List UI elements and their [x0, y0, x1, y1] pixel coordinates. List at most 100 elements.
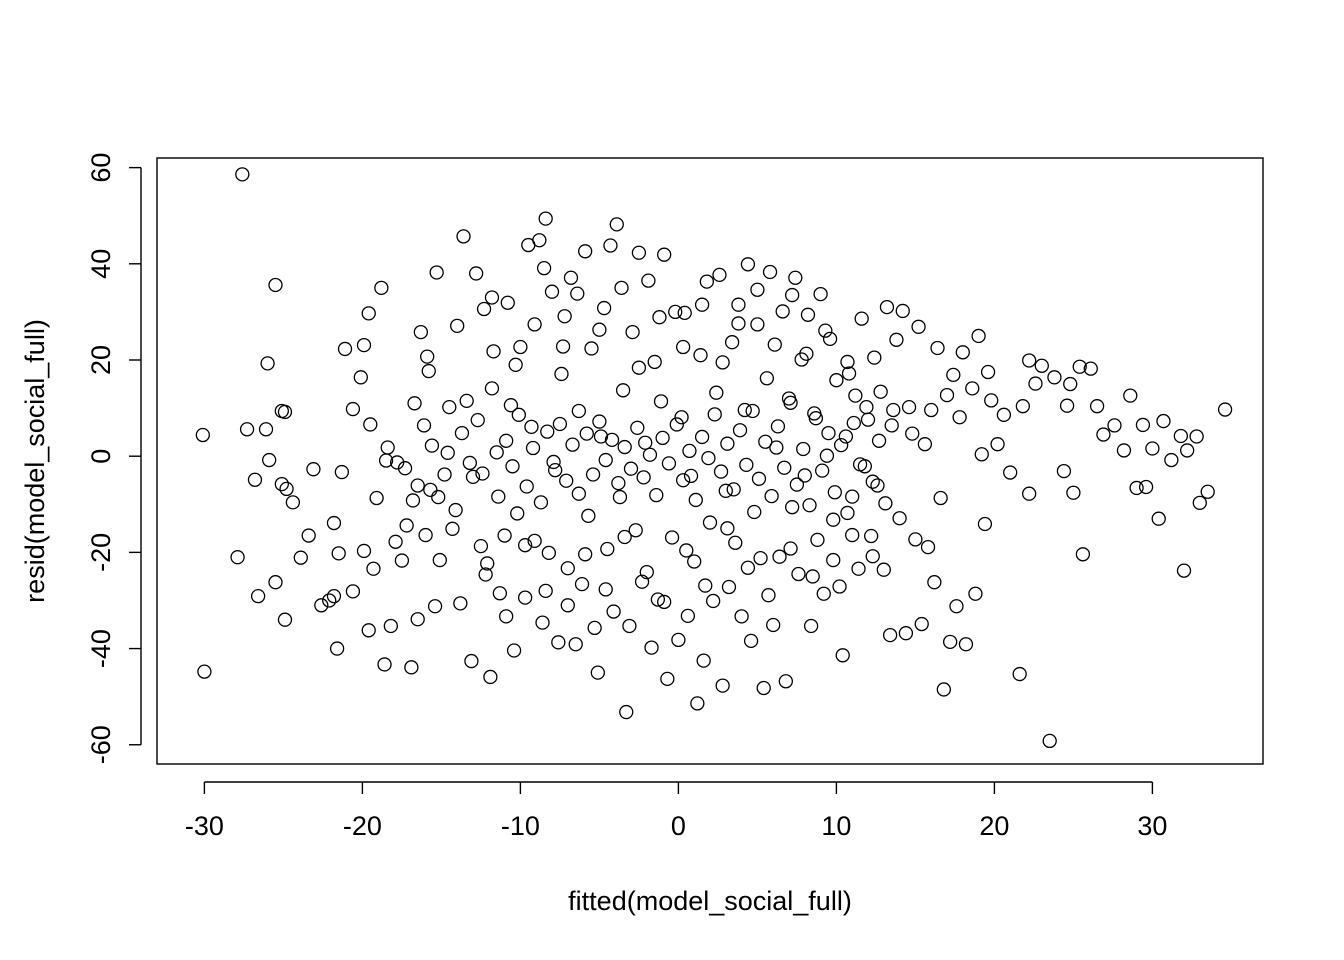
data-point	[924, 402, 939, 418]
data-point	[652, 310, 667, 325]
data-point	[405, 493, 421, 508]
data-point	[943, 634, 958, 649]
data-point	[1217, 402, 1233, 417]
data-point	[568, 637, 583, 652]
data-point	[674, 410, 689, 425]
y-tick-label: -40	[86, 629, 116, 668]
data-point	[525, 440, 541, 456]
data-point	[239, 422, 255, 437]
data-point	[750, 317, 765, 332]
data-point	[638, 435, 653, 450]
data-point	[592, 322, 607, 337]
data-point	[777, 460, 792, 475]
data-point	[1164, 452, 1179, 468]
data-point	[864, 528, 879, 544]
data-point	[1156, 413, 1171, 429]
data-point	[394, 553, 410, 568]
data-point	[766, 617, 781, 633]
data-point	[374, 280, 389, 296]
data-point	[813, 286, 828, 302]
data-point	[500, 295, 515, 310]
data-point	[475, 466, 490, 481]
data-point	[682, 443, 697, 459]
data-point	[574, 576, 590, 592]
data-point	[560, 561, 575, 576]
data-point	[399, 518, 414, 533]
data-point	[687, 554, 702, 569]
data-point	[326, 589, 342, 604]
data-point	[538, 583, 553, 599]
data-point	[669, 417, 684, 432]
data-point	[876, 562, 891, 577]
data-point	[653, 394, 669, 409]
data-point	[1015, 399, 1030, 414]
data-point	[657, 247, 672, 262]
data-point	[698, 578, 713, 593]
data-point	[517, 538, 533, 553]
data-point	[578, 547, 593, 562]
data-point	[649, 487, 664, 503]
data-point	[604, 432, 620, 447]
data-point	[470, 412, 485, 428]
data-point	[955, 345, 970, 360]
data-point	[712, 267, 727, 283]
data-point	[606, 604, 621, 619]
data-point	[747, 504, 762, 520]
data-point	[634, 574, 650, 589]
data-point	[250, 589, 266, 604]
data-point	[702, 515, 718, 530]
data-point	[404, 660, 419, 675]
data-point	[584, 341, 599, 356]
data-point	[693, 348, 708, 363]
data-point	[1012, 666, 1027, 682]
data-point	[939, 387, 955, 403]
data-point	[611, 475, 626, 491]
data-point	[1022, 353, 1037, 368]
data-point	[767, 337, 782, 352]
data-point	[867, 350, 882, 365]
data-point	[889, 332, 904, 347]
data-point	[1042, 733, 1057, 749]
data-point	[675, 339, 691, 355]
data-point	[715, 355, 730, 370]
data-point	[845, 489, 860, 504]
data-point	[464, 653, 479, 669]
data-point	[277, 612, 293, 627]
data-point	[484, 381, 500, 396]
data-point	[410, 478, 425, 493]
data-point	[882, 627, 898, 643]
data-point	[431, 489, 446, 505]
data-point	[745, 403, 760, 419]
data-point	[713, 464, 729, 479]
data-point	[331, 546, 346, 561]
data-point	[1129, 480, 1144, 496]
data-point	[791, 566, 806, 582]
data-point	[770, 419, 786, 434]
data-point	[778, 674, 793, 689]
data-point	[1083, 361, 1098, 376]
data-point	[728, 535, 743, 550]
data-point	[536, 260, 552, 276]
data-point	[805, 569, 820, 584]
data-point	[473, 538, 489, 554]
data-point	[642, 447, 658, 462]
data-point	[664, 530, 680, 545]
data-point	[538, 211, 553, 226]
data-point	[789, 477, 805, 492]
data-point	[740, 560, 756, 575]
data-point	[540, 424, 555, 439]
data-point	[631, 245, 647, 260]
data-point	[802, 498, 817, 513]
data-point	[895, 303, 910, 319]
data-point	[671, 632, 686, 648]
data-point	[262, 452, 277, 468]
data-point	[615, 383, 631, 398]
data-point	[334, 464, 350, 480]
data-point	[914, 616, 929, 632]
data-point	[816, 586, 831, 601]
data-point	[1192, 495, 1207, 510]
data-point	[920, 539, 936, 555]
data-point	[769, 440, 784, 455]
data-point	[818, 323, 833, 338]
